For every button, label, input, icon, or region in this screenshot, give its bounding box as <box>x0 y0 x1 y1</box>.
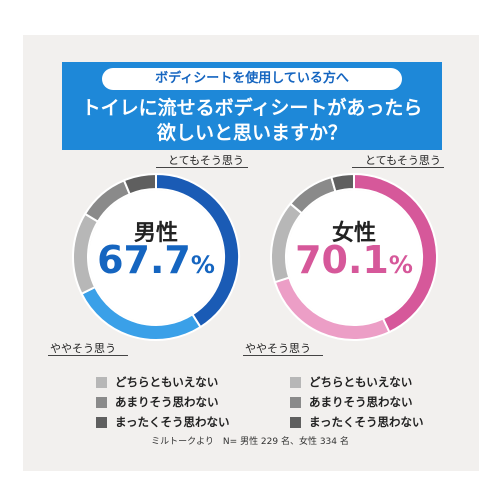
female-percentage: 70.1% <box>284 238 424 282</box>
male-slice-5 <box>122 172 157 196</box>
male-callout-very-much-line <box>156 167 248 168</box>
male-percentage-value: 67.7 <box>97 238 191 282</box>
legend-label: どちらともいえない <box>309 375 413 389</box>
male-percentage-unit: % <box>190 251 215 279</box>
male-donut-chart <box>72 172 240 341</box>
legend-label: どちらともいえない <box>115 375 219 389</box>
legend-swatch-light-gray <box>290 376 301 388</box>
legend-swatch-mid-gray <box>96 396 107 408</box>
male-center-label: 男性 <box>133 221 178 246</box>
legend-item: あまりそう思わない <box>96 392 230 412</box>
male-callout-very-much: とてもそう思う <box>168 154 244 167</box>
legend-swatch-dark-gray <box>290 416 301 428</box>
legend-label: まったくそう思わない <box>309 415 424 429</box>
male-donut-hole <box>89 190 223 324</box>
female-legend: どちらともいえない あまりそう思わない まったくそう思わない <box>290 372 424 432</box>
question-line-2: 欲しいと思いますか？ <box>156 122 347 144</box>
male-callout-somewhat-line <box>48 355 128 356</box>
question-line-1: トイレに流せるボディシートがあったら <box>81 97 423 119</box>
legend-item: あまりそう思わない <box>290 392 424 412</box>
female-center-label: 女性 <box>331 221 376 246</box>
legend-label: まったくそう思わない <box>115 415 230 429</box>
female-percentage-unit: % <box>388 251 413 279</box>
audience-subtitle: ボディシートを使用している方へ <box>102 68 402 90</box>
female-callout-somewhat: ややそう思う <box>245 342 311 355</box>
source-footnote: ミルトークより N= 男性 229 名、女性 334 名 <box>151 437 349 447</box>
male-percentage: 67.7% <box>86 238 226 282</box>
legend-swatch-mid-gray <box>290 396 301 408</box>
female-donut-hole <box>287 190 421 324</box>
legend-swatch-light-gray <box>96 376 107 388</box>
female-callout-somewhat-line <box>243 355 323 356</box>
male-callout-somewhat: ややそう思う <box>50 342 116 355</box>
female-donut-chart <box>270 172 438 341</box>
legend-item: まったくそう思わない <box>290 412 424 432</box>
female-callout-very-much: とてもそう思う <box>365 154 441 167</box>
female-slice-5 <box>330 172 355 193</box>
female-callout-very-much-line <box>352 167 444 168</box>
male-legend: どちらともいえない あまりそう思わない まったくそう思わない <box>96 372 230 432</box>
legend-label: あまりそう思わない <box>115 395 219 409</box>
legend-item: どちらともいえない <box>96 372 230 392</box>
legend-item: どちらともいえない <box>290 372 424 392</box>
legend-label: あまりそう思わない <box>309 395 413 409</box>
legend-swatch-dark-gray <box>96 416 107 428</box>
female-percentage-value: 70.1 <box>295 238 389 282</box>
legend-item: まったくそう思わない <box>96 412 230 432</box>
